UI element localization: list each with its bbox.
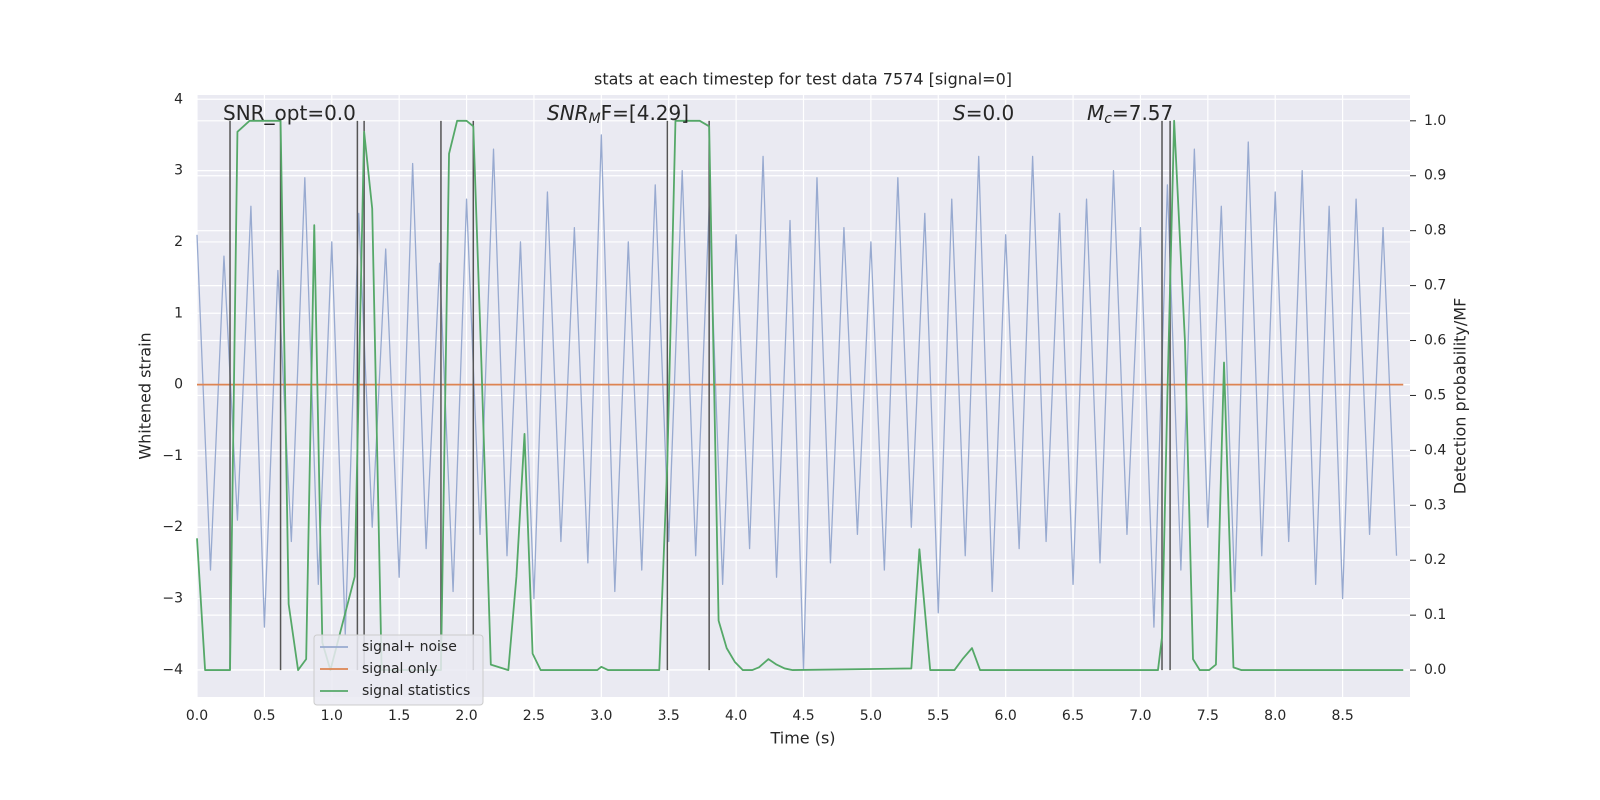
y2-axis-label: Detection probability/MF bbox=[1451, 298, 1470, 495]
legend-box bbox=[313, 634, 484, 706]
y-tick-label: 0 bbox=[174, 377, 183, 393]
x-tick-label: 5.5 bbox=[927, 708, 949, 724]
legend-label: signal only bbox=[362, 661, 437, 677]
chart-title: stats at each timestep for test data 757… bbox=[594, 70, 1012, 89]
x-tick-label: 7.0 bbox=[1129, 708, 1151, 724]
y2-tick-label: 0.9 bbox=[1424, 168, 1446, 184]
x-tick-label: 6.0 bbox=[995, 708, 1017, 724]
x-tick-label: 4.0 bbox=[725, 708, 747, 724]
annotation-text: SNR_opt=0.0 bbox=[223, 101, 356, 125]
x-tick-label: 4.5 bbox=[792, 708, 814, 724]
x-tick-label: 8.5 bbox=[1331, 708, 1353, 724]
x-tick-label: 2.0 bbox=[455, 708, 477, 724]
annotations: SNR_opt=0.0 SNRMF=[4.29] S=0.0 Mc=7.57 bbox=[223, 101, 1173, 128]
y2-tick-label: 0.8 bbox=[1424, 223, 1446, 239]
annotation-after: =7.57 bbox=[1112, 101, 1173, 125]
marks bbox=[196, 119, 1404, 671]
y2-tick-label: 0.2 bbox=[1424, 552, 1446, 568]
y2-tick-label: 0.3 bbox=[1424, 497, 1446, 513]
y-tick-label: −4 bbox=[162, 662, 183, 678]
y-tick-label: 3 bbox=[174, 163, 183, 179]
x-tick-label: 3.5 bbox=[658, 708, 680, 724]
y2-tick-label: 0.7 bbox=[1424, 278, 1446, 294]
y-tick-label: 1 bbox=[174, 305, 183, 321]
legend-label: signal statistics bbox=[362, 683, 470, 699]
y-tick-label: 4 bbox=[174, 91, 183, 107]
y-tick-label: −2 bbox=[162, 519, 183, 535]
x-tick-label: 5.0 bbox=[860, 708, 882, 724]
x-tick-label: 6.5 bbox=[1062, 708, 1084, 724]
annotation-text: S bbox=[953, 101, 966, 125]
y2-tick-label: 0.4 bbox=[1424, 442, 1446, 458]
x-tick-label: 8.0 bbox=[1264, 708, 1286, 724]
annotation-sub: c bbox=[1104, 111, 1112, 127]
grid bbox=[196, 95, 1410, 697]
x-tick-label: 7.5 bbox=[1197, 708, 1219, 724]
annotation-after: =0.0 bbox=[966, 101, 1015, 125]
y2-tick-label: 0.5 bbox=[1424, 387, 1446, 403]
annotation-text: SNR bbox=[547, 101, 589, 125]
annotation: S=0.0 bbox=[953, 101, 1014, 125]
y2-tick-label: 0.1 bbox=[1424, 607, 1446, 623]
x-axis-label: Time (s) bbox=[769, 729, 835, 748]
annotation-text: M bbox=[1087, 101, 1104, 125]
y-axis-label: Whitened strain bbox=[136, 332, 155, 459]
annotation: SNR_opt=0.0 bbox=[223, 101, 356, 125]
y-tick-label: −1 bbox=[162, 448, 183, 464]
legend: signal+ noise signal only signal statistic… bbox=[313, 634, 484, 706]
y-tick-label: 2 bbox=[174, 234, 183, 250]
x-tick-label: 3.0 bbox=[590, 708, 612, 724]
y2-tick-label: 0.0 bbox=[1424, 662, 1446, 678]
annotation-sub: M bbox=[589, 111, 601, 127]
y-tick-label: −3 bbox=[162, 591, 183, 607]
annotation: Mc=7.57 bbox=[1087, 101, 1173, 128]
x-tick-label: 0.0 bbox=[186, 708, 208, 724]
annotation-after: F=[4.29] bbox=[601, 101, 689, 125]
x-tick-label: 2.5 bbox=[523, 708, 545, 724]
x-tick-label: 1.0 bbox=[321, 708, 343, 724]
x-tick-label: 1.5 bbox=[388, 708, 410, 724]
y2-tick-label: 0.6 bbox=[1424, 333, 1446, 349]
series-line bbox=[196, 134, 1398, 671]
y2-tick-label: 1.0 bbox=[1424, 113, 1446, 129]
annotation: SNRMF=[4.29] bbox=[547, 101, 689, 128]
x-tick-label: 0.5 bbox=[253, 708, 275, 724]
legend-label: signal+ noise bbox=[362, 639, 457, 655]
